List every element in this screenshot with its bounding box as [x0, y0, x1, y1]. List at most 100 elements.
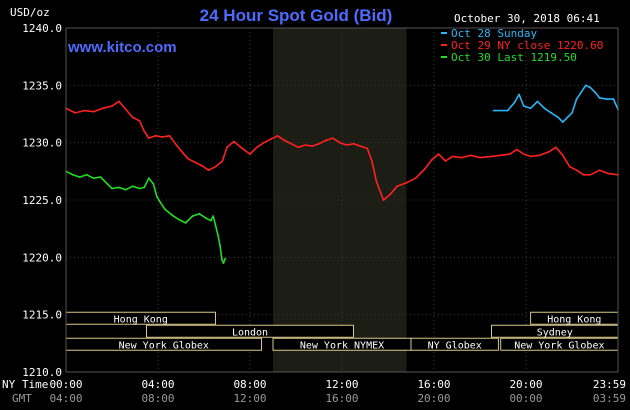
data-point	[522, 105, 525, 107]
x-tick-label-gmt: 20:00	[417, 392, 450, 405]
data-point	[518, 93, 520, 96]
data-point	[555, 146, 557, 149]
data-point	[561, 121, 564, 123]
data-point	[543, 107, 546, 110]
data-point	[118, 100, 120, 103]
data-point	[276, 134, 279, 137]
market-bar	[410, 337, 499, 351]
data-point	[529, 155, 532, 158]
data-point	[269, 138, 272, 141]
data-point	[575, 98, 578, 100]
data-point	[154, 134, 157, 137]
data-point	[571, 112, 573, 114]
x-tick-label-ny: 08:00	[233, 378, 266, 391]
y-tick-label: 1220.0	[22, 251, 62, 264]
data-point	[589, 173, 592, 176]
data-point	[598, 169, 601, 172]
data-point	[515, 148, 518, 151]
y-tick-label: 1235.0	[22, 79, 62, 92]
data-point	[437, 153, 440, 156]
data-point	[522, 153, 525, 156]
data-point	[612, 98, 615, 100]
data-point	[226, 146, 228, 149]
y-tick-label: 1215.0	[22, 309, 62, 322]
data-point	[451, 155, 454, 158]
data-point	[72, 173, 74, 176]
market-label: New York NYMEX	[300, 340, 384, 351]
x-tick-label-ny: 23:59	[593, 378, 626, 391]
data-point	[164, 208, 166, 211]
data-point	[499, 154, 502, 157]
data-point	[575, 169, 578, 172]
data-point	[331, 137, 334, 140]
data-point	[233, 140, 235, 143]
market-label: New York Globex	[119, 340, 209, 351]
data-point	[550, 112, 553, 114]
data-point	[283, 139, 286, 142]
market-bar	[146, 324, 354, 338]
data-point	[584, 84, 587, 87]
data-point	[492, 109, 495, 112]
series-line	[493, 84, 619, 123]
data-point	[124, 108, 127, 111]
site-watermark: www.kitco.com	[67, 39, 177, 56]
data-point	[582, 173, 585, 176]
data-point	[538, 154, 541, 157]
data-point	[161, 136, 164, 138]
price-series	[65, 84, 619, 264]
data-point	[221, 258, 223, 261]
data-point	[200, 164, 203, 167]
data-point	[214, 165, 217, 168]
legend-entry: Oct 28 Sunday	[451, 27, 537, 40]
data-point	[159, 201, 162, 204]
data-point	[219, 245, 222, 247]
data-point	[239, 146, 242, 149]
data-point	[479, 156, 481, 159]
data-point	[389, 193, 392, 196]
data-point	[506, 109, 509, 112]
data-point	[375, 180, 378, 183]
data-point	[460, 156, 463, 159]
timestamp: October 30, 2018 06:41	[454, 12, 600, 25]
data-point	[191, 215, 194, 218]
data-point	[382, 199, 385, 201]
market-label: NY Globex	[428, 340, 482, 351]
data-point	[101, 107, 104, 110]
data-point	[607, 172, 610, 175]
data-point	[216, 233, 219, 236]
data-point	[207, 169, 210, 172]
data-point	[594, 91, 596, 94]
data-point	[184, 222, 187, 224]
data-point	[290, 142, 293, 145]
x-axis-label-gmt: GMT	[12, 392, 32, 405]
y-tick-label: 1225.0	[22, 194, 62, 207]
series-line	[65, 170, 226, 264]
data-point	[205, 217, 208, 220]
data-point	[111, 187, 113, 190]
data-point	[212, 215, 215, 218]
data-point	[469, 154, 472, 157]
data-point	[131, 116, 134, 119]
data-point	[256, 146, 258, 149]
data-point	[124, 188, 127, 191]
market-label: New York Globex	[514, 340, 604, 351]
data-point	[352, 142, 355, 145]
x-tick-label-ny: 16:00	[417, 378, 450, 391]
data-point	[561, 154, 564, 157]
data-point	[405, 181, 408, 184]
data-point	[325, 139, 327, 142]
x-tick-label-gmt: 04:00	[49, 392, 82, 405]
data-point	[249, 153, 251, 156]
data-point	[430, 159, 433, 161]
data-point	[131, 185, 134, 188]
x-tick-label-gmt: 16:00	[325, 392, 358, 405]
data-point	[598, 97, 601, 99]
y-axis-ticks: 1240.0 1235.0 1230.0 1225.0 1220.0 1215.0 1210…	[22, 22, 62, 379]
data-point	[371, 160, 373, 162]
x-tick-label-ny: 20:00	[509, 378, 542, 391]
x-tick-label-gmt: 12:00	[233, 392, 266, 405]
data-point	[414, 177, 417, 180]
data-point	[423, 168, 426, 170]
data-point	[359, 145, 362, 148]
